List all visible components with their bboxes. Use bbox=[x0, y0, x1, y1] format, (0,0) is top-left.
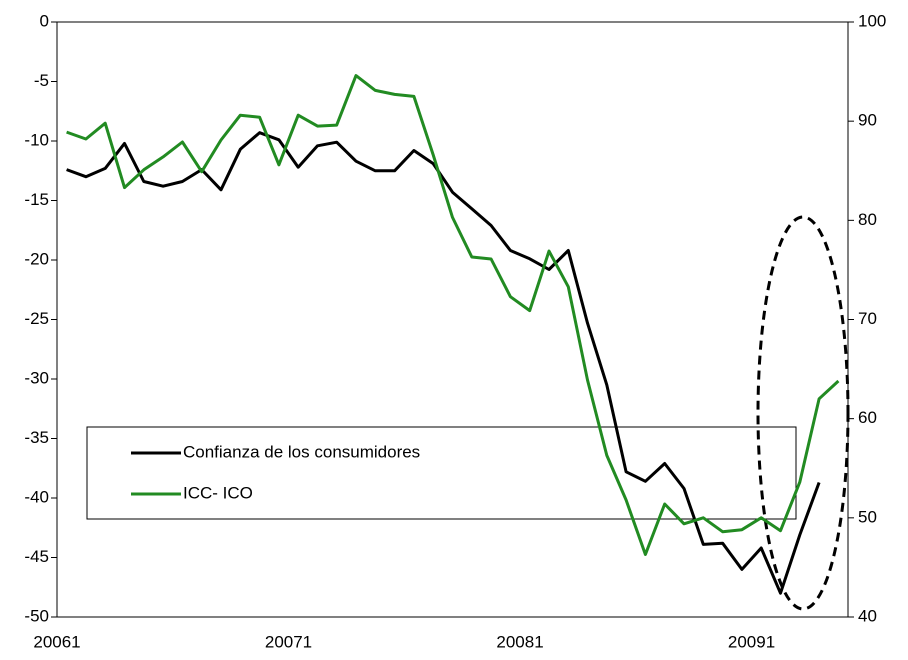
y-tick-label: -45 bbox=[24, 547, 49, 566]
series-line bbox=[66, 131, 821, 595]
x-tick-label: 20081 bbox=[496, 632, 543, 651]
y-tick-label: -30 bbox=[24, 368, 49, 387]
y2-tick-label: 60 bbox=[858, 408, 877, 427]
legend-label: Confianza de los consumidores bbox=[183, 442, 420, 461]
x-tick-label: 20061 bbox=[33, 632, 80, 651]
y2-tick-label: 40 bbox=[858, 606, 877, 625]
y-tick-label: -35 bbox=[24, 428, 49, 447]
legend-box bbox=[86, 426, 797, 520]
highlight-ellipse bbox=[756, 215, 850, 611]
plot-frame bbox=[56, 21, 849, 618]
y-tick-label: -40 bbox=[24, 487, 49, 506]
y2-tick-label: 50 bbox=[858, 507, 877, 526]
y-tick-label: 0 bbox=[40, 11, 49, 30]
y-tick-label: -25 bbox=[24, 309, 49, 328]
series-line bbox=[66, 74, 840, 556]
y2-tick-label: 80 bbox=[858, 210, 877, 229]
legend-label: ICC- ICO bbox=[183, 483, 253, 502]
x-tick-label: 20071 bbox=[265, 632, 312, 651]
y2-tick-label: 70 bbox=[858, 309, 877, 328]
y-tick-label: -50 bbox=[24, 606, 49, 625]
y2-tick-label: 100 bbox=[858, 11, 886, 30]
y-tick-label: -15 bbox=[24, 190, 49, 209]
y-tick-label: -5 bbox=[34, 71, 49, 90]
x-tick-label: 20091 bbox=[728, 632, 775, 651]
y-tick-label: -10 bbox=[24, 130, 49, 149]
y-tick-label: -20 bbox=[24, 249, 49, 268]
y2-tick-label: 90 bbox=[858, 111, 877, 130]
